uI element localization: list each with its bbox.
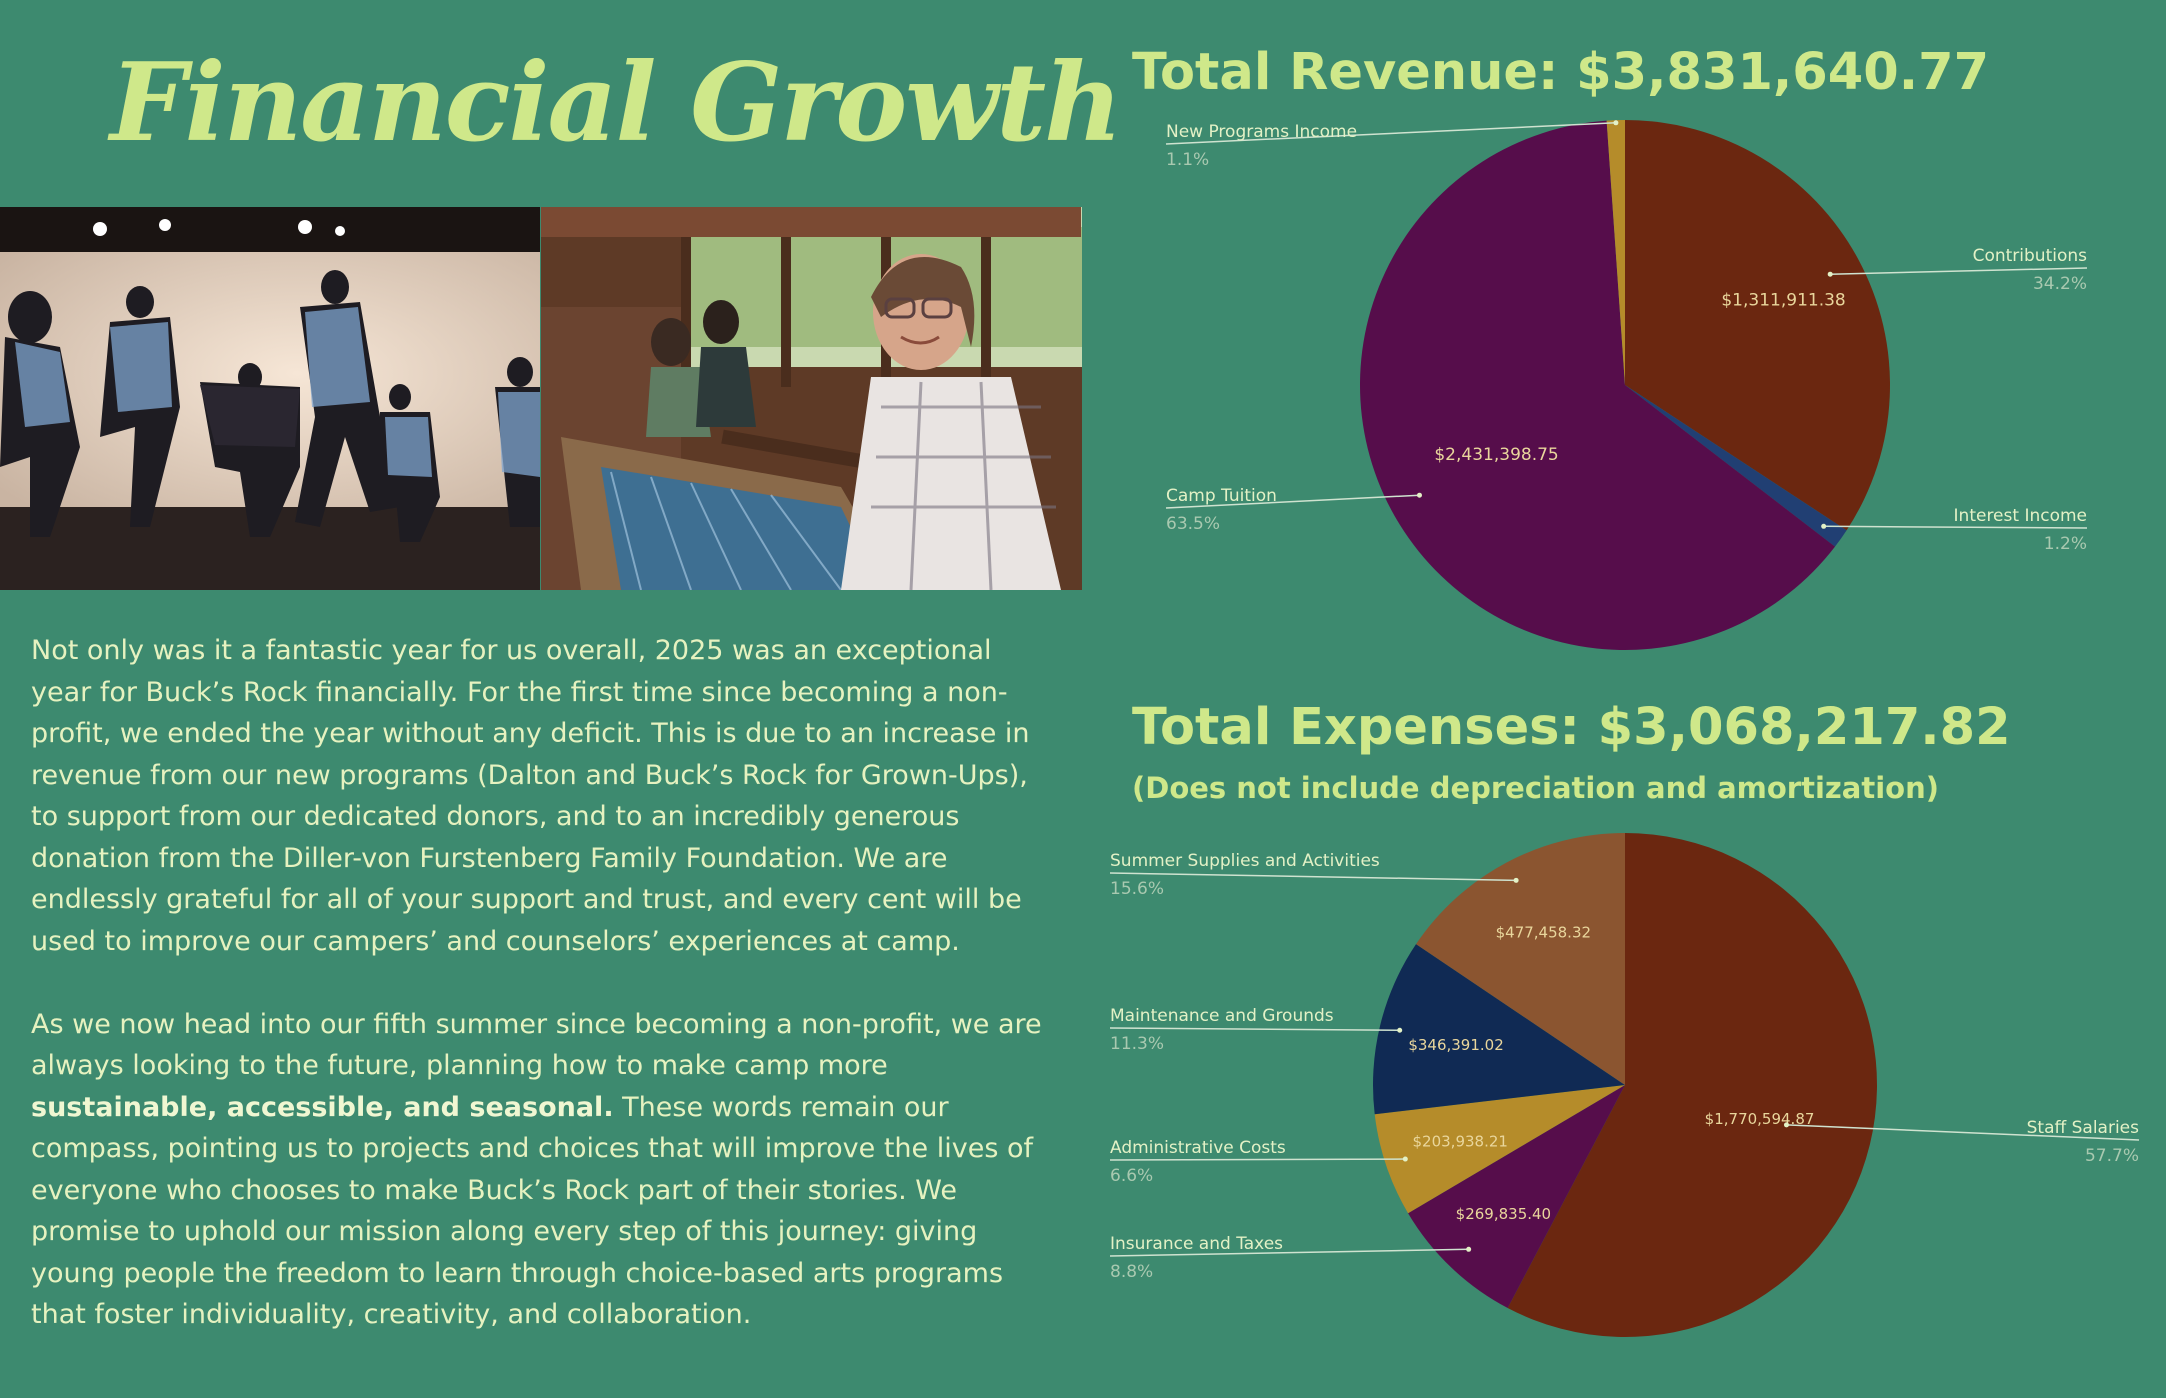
outlook-paragraph-end: These words remain our compass, pointing… bbox=[31, 1091, 1033, 1331]
leader-line-new-programs-income bbox=[1165, 122, 1616, 145]
leader-dot-administrative-costs bbox=[1402, 1156, 1408, 1162]
leader-dot-staff-salaries bbox=[1783, 1122, 1789, 1128]
leader-line-staff-salaries bbox=[1786, 1124, 2140, 1141]
slice-percent-camp-tuition: 63.5% bbox=[1166, 514, 1220, 534]
pie-slice-staff-salaries bbox=[1507, 833, 1877, 1337]
slice-label-summer-supplies-and-activities: Summer Supplies and Activities bbox=[1110, 851, 1380, 871]
pie-slice-interest-income bbox=[1625, 385, 1847, 547]
slice-value-insurance-and-taxes: $269,835.40 bbox=[1456, 1205, 1551, 1223]
page-title: Financial Growth bbox=[110, 40, 1123, 166]
slice-label-camp-tuition: Camp Tuition bbox=[1166, 486, 1277, 506]
body-text: Not only was it a fantastic year for us … bbox=[31, 630, 1051, 1377]
outlook-paragraph: As we now head into our fifth summer sin… bbox=[31, 1004, 1051, 1336]
pie-slice-summer-supplies-and-activities bbox=[1416, 833, 1625, 1085]
pie-slice-maintenance-and-grounds bbox=[1373, 944, 1625, 1115]
slice-label-maintenance-and-grounds: Maintenance and Grounds bbox=[1110, 1006, 1334, 1026]
pie-slice-administrative-costs bbox=[1374, 1085, 1625, 1214]
slice-label-staff-salaries: Staff Salaries bbox=[2027, 1118, 2140, 1138]
slice-percent-maintenance-and-grounds: 11.3% bbox=[1110, 1034, 1164, 1054]
leader-dot-new-programs-income bbox=[1613, 120, 1619, 126]
leader-line-contributions bbox=[1830, 267, 2088, 275]
leader-dot-interest-income bbox=[1821, 523, 1827, 529]
leader-line-administrative-costs bbox=[1109, 1158, 1406, 1161]
leader-dot-contributions bbox=[1827, 271, 1833, 277]
revenue-pie-chart: $1,311,911.38 Contributions 34.2% Interest … bbox=[1090, 110, 2166, 670]
slice-label-interest-income: Interest Income bbox=[1954, 506, 2087, 526]
slice-value-summer-supplies-and-activities: $477,458.32 bbox=[1496, 923, 1591, 941]
pie-slice-insurance-and-taxes bbox=[1408, 1085, 1625, 1309]
leader-line-summer-supplies-and-activities bbox=[1109, 872, 1517, 882]
photo-dancers-on-stage bbox=[0, 207, 540, 590]
slice-label-contributions: Contributions bbox=[1973, 246, 2088, 266]
leader-dot-insurance-and-taxes bbox=[1466, 1246, 1472, 1252]
leader-line-insurance-and-taxes bbox=[1109, 1248, 1469, 1257]
outlook-paragraph-start: As we now head into our fifth summer sin… bbox=[31, 1008, 1042, 1082]
pie-slice-contributions bbox=[1625, 120, 1890, 531]
intro-paragraph: Not only was it a fantastic year for us … bbox=[31, 635, 1030, 957]
slice-percent-new-programs-income: 1.1% bbox=[1166, 150, 1209, 170]
slice-percent-administrative-costs: 6.6% bbox=[1110, 1166, 1153, 1186]
slice-percent-summer-supplies-and-activities: 15.6% bbox=[1110, 879, 1164, 899]
expenses-pie-chart: $1,770,594.87 Staff Salaries 57.7% $269,835… bbox=[1090, 810, 2166, 1350]
expenses-chart-subtitle: (Does not include depreciation and amort… bbox=[1132, 771, 1939, 805]
leader-line-maintenance-and-grounds bbox=[1109, 1027, 1400, 1032]
slice-label-insurance-and-taxes: Insurance and Taxes bbox=[1110, 1234, 1283, 1254]
revenue-chart-title: Total Revenue: $3,831,640.77 bbox=[1132, 43, 1990, 102]
slice-value-camp-tuition: $2,431,398.75 bbox=[1434, 445, 1558, 465]
slice-label-administrative-costs: Administrative Costs bbox=[1110, 1138, 1286, 1158]
slice-value-administrative-costs: $203,938.21 bbox=[1413, 1133, 1508, 1151]
slice-percent-staff-salaries: 57.7% bbox=[2085, 1146, 2139, 1166]
slice-value-maintenance-and-grounds: $346,391.02 bbox=[1408, 1036, 1503, 1054]
photo-camper-weaving bbox=[541, 207, 1082, 590]
slice-percent-interest-income: 1.2% bbox=[2044, 534, 2087, 554]
slice-label-new-programs-income: New Programs Income bbox=[1166, 122, 1357, 142]
pie-slice-camp-tuition bbox=[1360, 120, 1836, 650]
leader-line-camp-tuition bbox=[1165, 494, 1420, 509]
slice-value-contributions: $1,311,911.38 bbox=[1721, 290, 1845, 310]
slice-percent-contributions: 34.2% bbox=[2033, 274, 2087, 294]
outlook-paragraph-emphasis: sustainable, accessible, and seasonal. bbox=[31, 1091, 614, 1123]
leader-dot-maintenance-and-grounds bbox=[1397, 1027, 1403, 1033]
leader-dot-camp-tuition bbox=[1416, 492, 1422, 498]
pie-slice-new-programs-income bbox=[1606, 120, 1625, 385]
expenses-chart-title: Total Expenses: $3,068,217.82 bbox=[1132, 698, 2011, 757]
leader-dot-summer-supplies-and-activities bbox=[1513, 877, 1519, 883]
slice-percent-insurance-and-taxes: 8.8% bbox=[1110, 1262, 1153, 1282]
leader-line-interest-income bbox=[1823, 525, 2088, 529]
